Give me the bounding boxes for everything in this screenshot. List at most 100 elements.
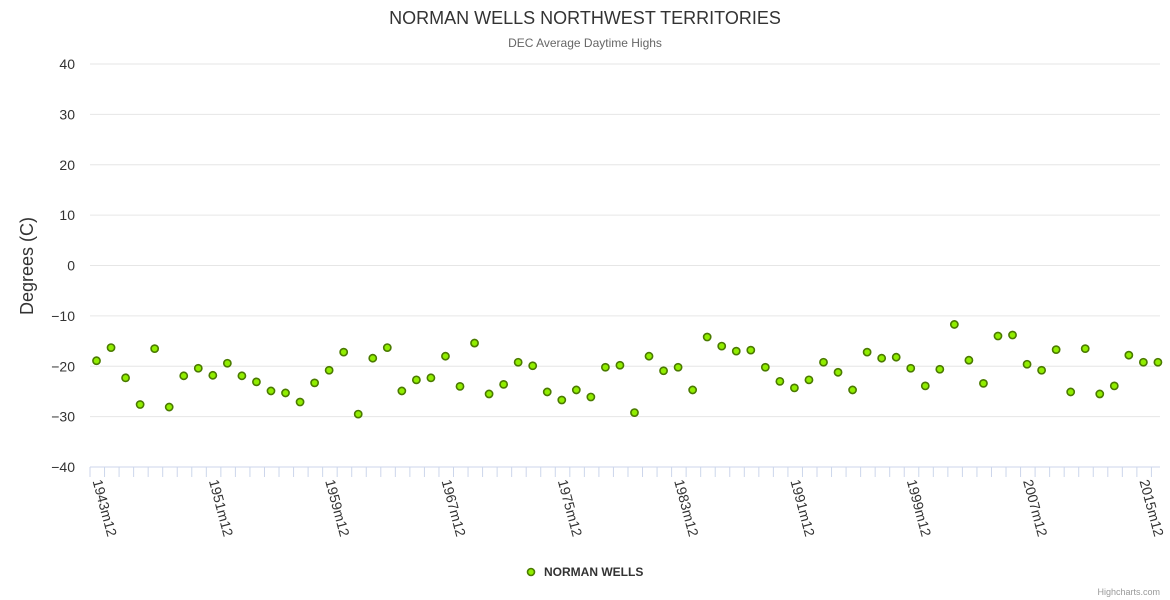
data-point[interactable] xyxy=(92,356,101,366)
data-point[interactable] xyxy=(775,376,785,386)
data-point[interactable] xyxy=(673,362,683,372)
data-point[interactable] xyxy=(615,360,625,370)
data-point[interactable] xyxy=(601,362,610,372)
data-point[interactable] xyxy=(891,352,901,362)
data-point[interactable] xyxy=(1008,330,1017,340)
data-point[interactable] xyxy=(833,367,843,377)
data-point[interactable] xyxy=(455,381,465,391)
data-point[interactable] xyxy=(848,385,857,395)
data-point[interactable] xyxy=(1138,357,1148,367)
data-point[interactable] xyxy=(1037,365,1046,375)
data-point[interactable] xyxy=(135,400,145,409)
data-point[interactable] xyxy=(920,381,930,391)
chart-subtitle: DEC Average Daytime Highs xyxy=(508,36,662,50)
y-tick-label: 30 xyxy=(59,106,75,122)
data-point[interactable] xyxy=(266,386,276,396)
data-point[interactable] xyxy=(164,402,174,412)
data-point[interactable] xyxy=(237,371,247,381)
legend[interactable]: NORMAN WELLS xyxy=(526,565,644,579)
data-point[interactable] xyxy=(993,331,1003,341)
y-tick-label: 40 xyxy=(59,56,75,72)
data-point[interactable] xyxy=(1124,350,1134,360)
data-point[interactable] xyxy=(1022,359,1032,369)
data-point[interactable] xyxy=(659,366,668,376)
data-point[interactable] xyxy=(252,377,261,387)
data-point[interactable] xyxy=(586,392,596,402)
x-tick-label: 2015m12 xyxy=(1136,478,1167,539)
y-tick-label: 10 xyxy=(59,207,75,223)
data-point[interactable] xyxy=(746,345,756,355)
y-tick-label: 0 xyxy=(67,258,75,274)
y-axis-ticks: 40 30 20 10 0 −10 −20 −30 −40 xyxy=(51,56,75,475)
x-tick-label: 1975m12 xyxy=(555,478,586,539)
credits-link[interactable]: Highcharts.com xyxy=(1097,587,1160,597)
data-point[interactable] xyxy=(208,370,218,380)
data-point[interactable] xyxy=(106,343,116,353)
data-point[interactable] xyxy=(1109,381,1119,391)
y-axis-title: Degrees (C) xyxy=(17,217,37,315)
data-point[interactable] xyxy=(862,347,872,357)
data-point[interactable] xyxy=(731,346,741,356)
data-point[interactable] xyxy=(281,388,290,398)
data-point[interactable] xyxy=(1080,344,1090,354)
data-point[interactable] xyxy=(324,365,334,375)
data-point[interactable] xyxy=(499,379,509,389)
x-tick-label: 1951m12 xyxy=(206,478,237,539)
series-points xyxy=(92,320,1163,419)
y-tick-label: −10 xyxy=(51,308,75,324)
legend-label-norman-wells[interactable]: NORMAN WELLS xyxy=(544,565,643,579)
data-point[interactable] xyxy=(688,385,698,395)
data-point[interactable] xyxy=(949,320,959,329)
y-tick-label: 20 xyxy=(59,157,75,173)
data-point[interactable] xyxy=(441,351,450,361)
data-point[interactable] xyxy=(222,358,232,368)
data-point[interactable] xyxy=(193,363,203,373)
data-point[interactable] xyxy=(382,343,392,353)
data-point[interactable] xyxy=(411,375,421,385)
data-point[interactable] xyxy=(1066,387,1076,397)
data-point[interactable] xyxy=(877,353,887,363)
data-point[interactable] xyxy=(426,373,436,383)
data-point[interactable] xyxy=(906,363,916,373)
chart-title: NORMAN WELLS NORTHWEST TERRITORIES xyxy=(389,8,781,28)
data-point[interactable] xyxy=(935,364,945,374)
data-point[interactable] xyxy=(804,375,814,385)
data-point[interactable] xyxy=(295,397,305,407)
data-point[interactable] xyxy=(542,387,552,397)
data-point[interactable] xyxy=(397,386,407,396)
x-tick-label: 1967m12 xyxy=(439,478,470,539)
data-point[interactable] xyxy=(1095,389,1105,399)
data-point[interactable] xyxy=(979,378,988,388)
data-point[interactable] xyxy=(702,332,712,342)
data-point[interactable] xyxy=(717,341,727,351)
data-point[interactable] xyxy=(528,361,538,371)
data-point[interactable] xyxy=(121,373,130,383)
x-tick-label: 1943m12 xyxy=(90,478,121,539)
data-point[interactable] xyxy=(339,347,349,357)
data-point[interactable] xyxy=(470,338,479,348)
data-point[interactable] xyxy=(630,408,639,417)
data-point[interactable] xyxy=(760,362,770,372)
data-point[interactable] xyxy=(819,357,828,367)
data-point[interactable] xyxy=(484,389,494,399)
data-point[interactable] xyxy=(1153,357,1163,367)
data-point[interactable] xyxy=(557,395,567,405)
data-point[interactable] xyxy=(513,357,523,367)
legend-marker xyxy=(526,567,536,577)
x-tick-label: 2007m12 xyxy=(1020,478,1051,539)
data-point[interactable] xyxy=(150,344,160,354)
x-tick-label: 1991m12 xyxy=(788,478,819,539)
data-point[interactable] xyxy=(571,385,581,395)
data-point[interactable] xyxy=(353,409,363,419)
data-point[interactable] xyxy=(310,378,319,388)
data-point[interactable] xyxy=(964,355,974,365)
x-tick-label: 1999m12 xyxy=(904,478,935,539)
x-axis: 1943m12 1951m12 1959m12 1967m12 1975m12 1983m… xyxy=(89,466,1167,539)
data-point[interactable] xyxy=(368,353,378,363)
data-point[interactable] xyxy=(644,351,654,361)
data-point[interactable] xyxy=(1051,345,1061,355)
data-point[interactable] xyxy=(790,383,799,393)
gridlines xyxy=(90,63,1160,418)
data-point[interactable] xyxy=(179,371,189,381)
